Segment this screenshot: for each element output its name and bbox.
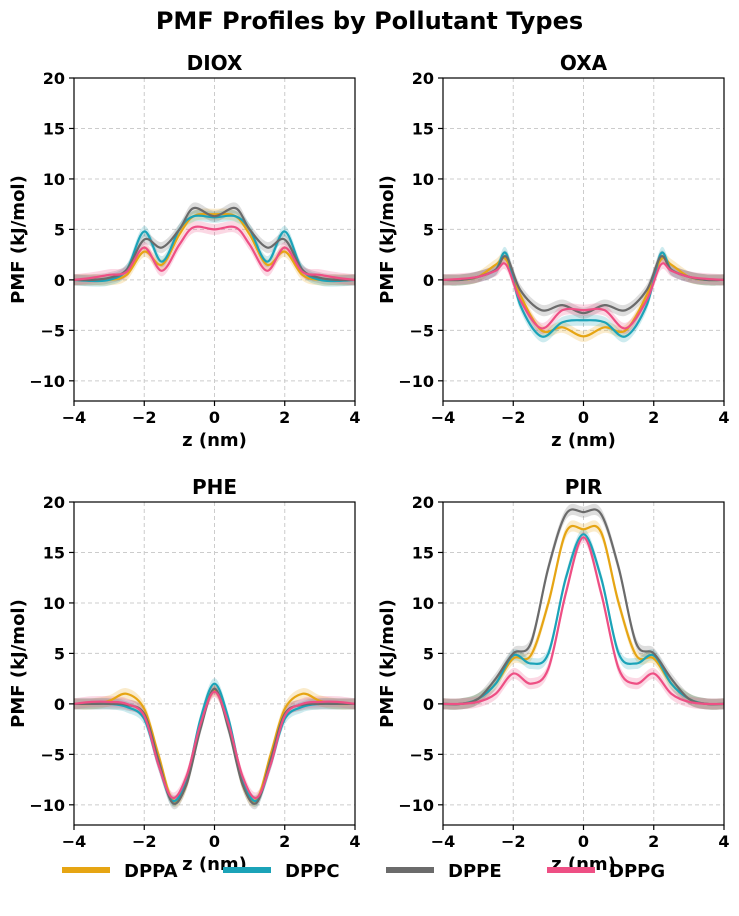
y-tick-label: 20 — [412, 69, 434, 88]
y-tick-label: −10 — [398, 796, 434, 815]
x-tick-label: 4 — [349, 832, 360, 851]
panel-oxa: −4 −2 0 2 4 20 15 10 5 0 −5 −10 OXA z (nm) PMF (kJ/mol… — [377, 51, 730, 451]
panel-title: PHE — [192, 475, 237, 499]
y-tick-label: −5 — [409, 745, 434, 764]
series-line-dppe — [443, 508, 724, 706]
x-tick-label: 0 — [578, 832, 589, 851]
legend-label: DPPC — [285, 861, 340, 882]
y-tick-label: 5 — [423, 220, 434, 239]
panel-title: DIOX — [187, 51, 243, 75]
series-line-dppa — [74, 212, 355, 282]
band-dppa — [443, 520, 724, 710]
y-tick-label: 0 — [423, 695, 434, 714]
x-tick-label: −2 — [501, 408, 526, 427]
x-tick-label: 0 — [578, 408, 589, 427]
series-line-dppg — [443, 536, 724, 706]
y-tick-label: 15 — [412, 119, 434, 138]
series-line-dppg — [74, 690, 355, 800]
y-tick-label: −5 — [40, 321, 65, 340]
x-tick-label: −4 — [62, 408, 87, 427]
x-tick-label: 2 — [279, 832, 290, 851]
y-tick-label: 10 — [412, 594, 434, 613]
y-tick-label: 5 — [54, 644, 65, 663]
legend-entry-dppg: DPPG — [547, 861, 665, 882]
x-tick-label: −4 — [431, 408, 456, 427]
x-tick-label: 0 — [209, 832, 220, 851]
series-line-dppc — [443, 533, 724, 706]
x-axis-label: z (nm) — [551, 430, 616, 451]
y-tick-label: 20 — [43, 69, 65, 88]
y-tick-label: 0 — [423, 271, 434, 290]
y-tick-label: 10 — [412, 170, 434, 189]
y-axis-label: PMF (kJ/mol) — [377, 175, 398, 304]
x-tick-label: 4 — [718, 832, 729, 851]
legend-label: DPPG — [609, 861, 665, 882]
legend-entry-dppc: DPPC — [223, 861, 340, 882]
legend: DPPA DPPC DPPE DPPG — [62, 861, 665, 882]
legend-label: DPPA — [124, 861, 178, 882]
y-tick-label: 0 — [54, 695, 65, 714]
x-tick-label: 4 — [718, 408, 729, 427]
y-tick-label: 10 — [43, 170, 65, 189]
panel-title: OXA — [560, 51, 608, 75]
y-tick-label: 0 — [54, 271, 65, 290]
y-tick-label: 10 — [43, 594, 65, 613]
y-axis-label: PMF (kJ/mol) — [8, 599, 29, 728]
x-tick-label: −4 — [431, 832, 456, 851]
plot-area — [443, 503, 724, 710]
y-tick-label: 20 — [43, 493, 65, 512]
y-tick-label: 5 — [423, 644, 434, 663]
y-tick-label: −5 — [40, 745, 65, 764]
x-tick-label: 0 — [209, 408, 220, 427]
legend-entry-dppa: DPPA — [62, 861, 178, 882]
plot-area — [74, 678, 355, 810]
legend-entry-dppe: DPPE — [386, 861, 502, 882]
y-tick-label: −10 — [29, 372, 65, 391]
x-tick-label: −2 — [132, 408, 157, 427]
series-line-dppg — [74, 225, 355, 281]
y-axis-label: PMF (kJ/mol) — [377, 599, 398, 728]
y-tick-label: −10 — [29, 796, 65, 815]
y-tick-label: 15 — [43, 543, 65, 562]
legend-label: DPPE — [448, 861, 502, 882]
band-dppc — [443, 528, 724, 710]
panel-title: PIR — [565, 475, 603, 499]
y-tick-label: 20 — [412, 493, 434, 512]
y-tick-label: 15 — [412, 543, 434, 562]
series-line-dppg — [443, 262, 724, 330]
x-tick-label: −4 — [62, 832, 87, 851]
y-tick-label: −10 — [398, 372, 434, 391]
x-tick-label: −2 — [501, 832, 526, 851]
series-line-dppc — [74, 682, 355, 803]
band-dppc — [443, 246, 724, 343]
x-axis-label: z (nm) — [182, 430, 247, 451]
y-axis-label: PMF (kJ/mol) — [8, 175, 29, 304]
figure-title: PMF Profiles by Pollutant Types — [156, 7, 583, 35]
band-dppe — [74, 202, 355, 286]
y-tick-label: 5 — [54, 220, 65, 239]
y-tick-label: −5 — [409, 321, 434, 340]
series-line-dppa — [443, 256, 724, 338]
band-dppc — [74, 210, 355, 287]
plot-area — [74, 202, 355, 287]
x-tick-label: 2 — [279, 408, 290, 427]
x-tick-label: 2 — [648, 408, 659, 427]
panel-diox: −4 −2 0 2 4 20 15 10 5 0 −5 −10 DIOX z (nm) PMF (kJ/mo… — [8, 51, 361, 451]
x-tick-label: 2 — [648, 832, 659, 851]
y-tick-label: 15 — [43, 119, 65, 138]
band-dppa — [74, 685, 355, 807]
x-tick-label: −2 — [132, 832, 157, 851]
x-tick-label: 4 — [349, 408, 360, 427]
plot-area — [443, 246, 724, 343]
